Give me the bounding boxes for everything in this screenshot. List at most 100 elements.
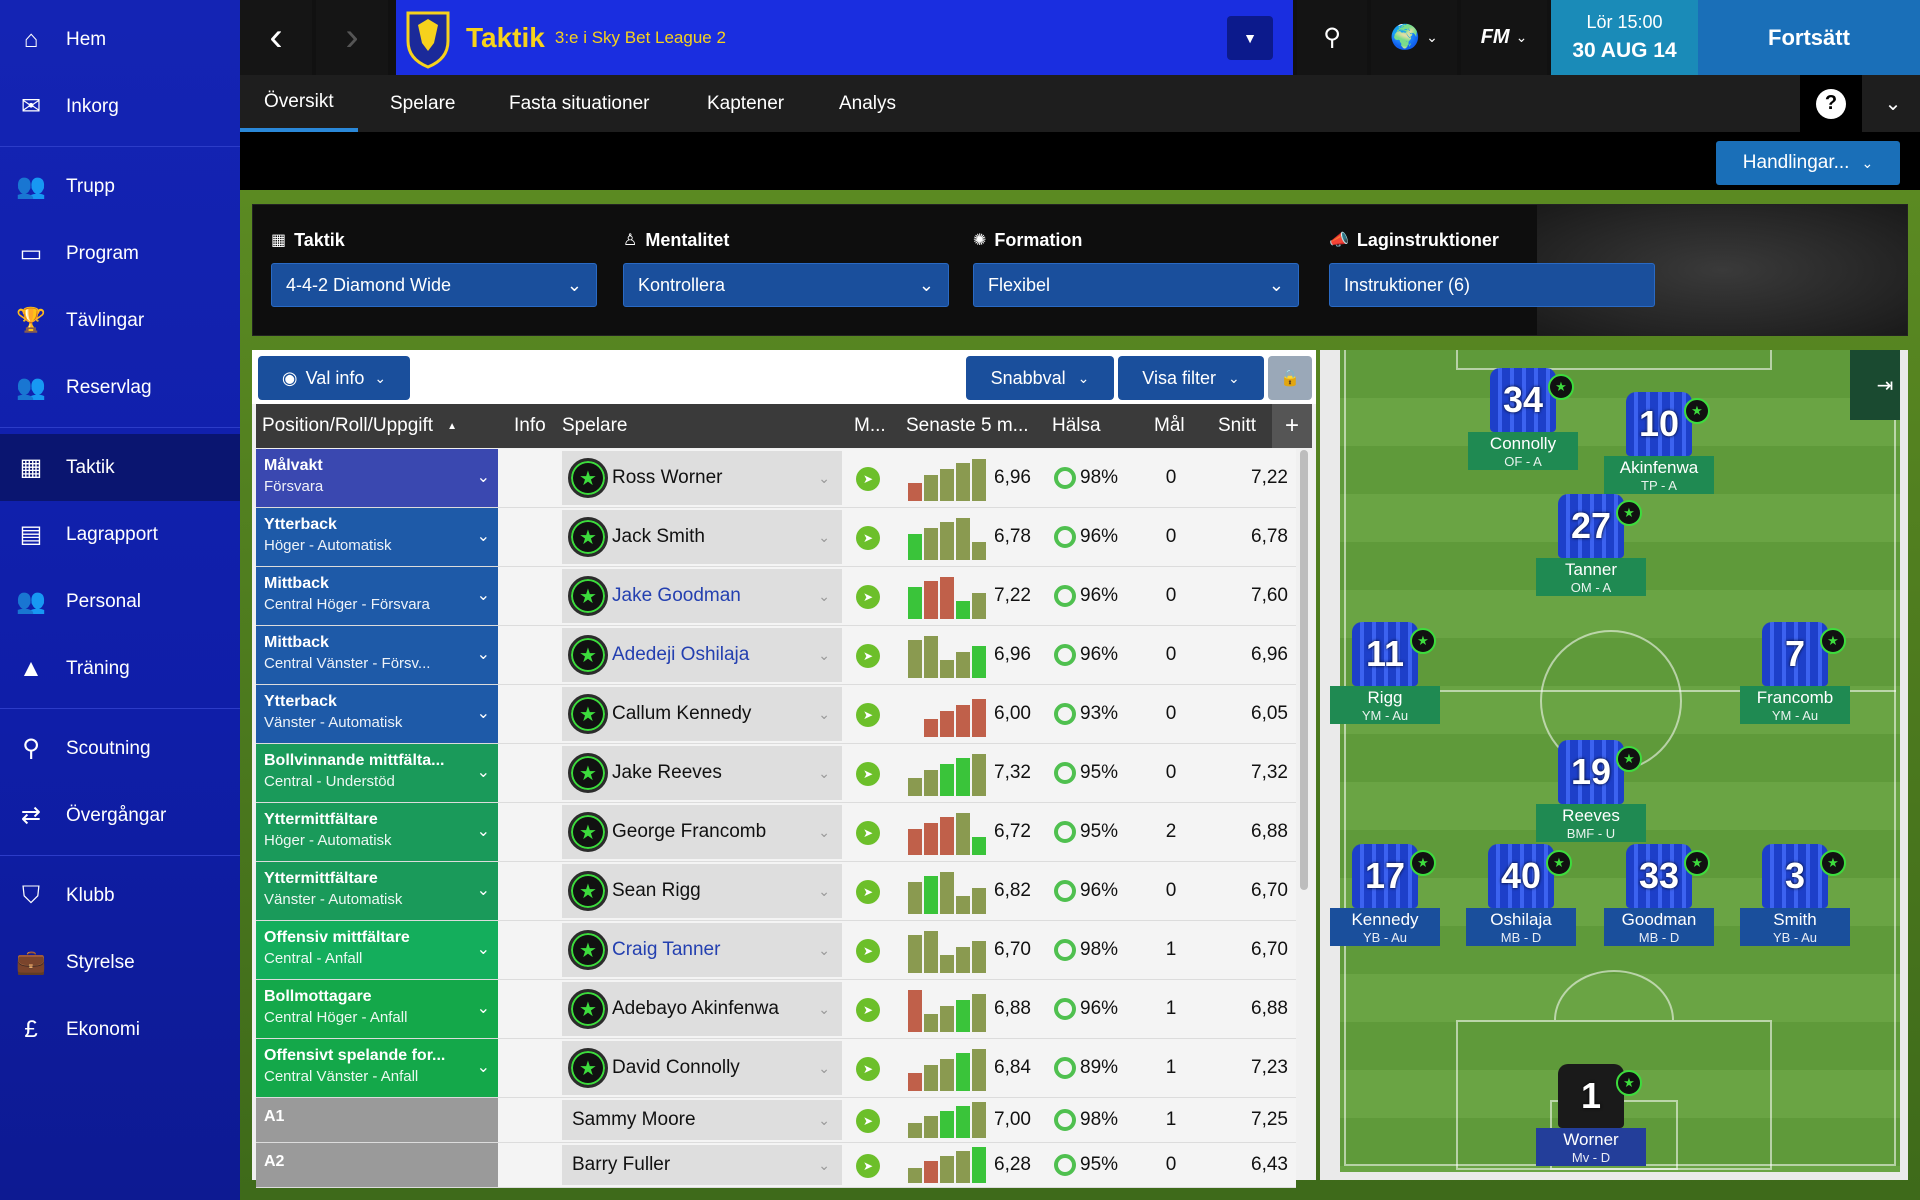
position-name: A2 [264,1153,285,1170]
team-instructions-button[interactable]: Instruktioner (6) [1329,263,1655,307]
pitch-player[interactable]: 34 ★ Connolly OF - A [1468,368,1578,470]
position-cell[interactable]: Mittback Central Höger - Försvara ⌄ [256,567,498,625]
table-row[interactable]: Offensiv mittfältare Central - Anfall ⌄ … [256,921,1296,980]
world-menu-button[interactable]: 🌍 ⌄ [1371,0,1457,75]
sidebar-item-program[interactable]: ▭ Program [0,220,240,287]
sidebar-item-tavlingar[interactable]: 🏆 Tävlingar [0,287,240,354]
player-selector[interactable]: ★ Callum Kennedy ⌄ [562,687,842,741]
table-row[interactable]: Bollvinnande mittfälta... Central - Unde… [256,744,1296,803]
position-cell[interactable]: Yttermittfältare Vänster - Automatisk ⌄ [256,862,498,920]
quick-pick-button[interactable]: Snabbval ⌄ [966,356,1114,400]
player-selector[interactable]: ★ Sammy Moore ⌄ [562,1100,842,1140]
col-form[interactable]: Senaste 5 m... [906,415,1029,436]
collapse-pitch-button[interactable]: ⇥ [1850,350,1900,420]
position-cell[interactable]: Ytterback Höger - Automatisk ⌄ [256,508,498,566]
tab-fasta-situationer[interactable]: Fasta situationer [509,92,650,114]
tactic-dropdown[interactable]: 4-4-2 Diamond Wide ⌄ [271,263,597,307]
pitch-player[interactable]: 17 ★ Kennedy YB - Au [1330,844,1440,946]
pitch-player[interactable]: 40 ★ Oshilaja MB - D [1466,844,1576,946]
sidebar-item-traning[interactable]: ▲ Träning [0,635,240,702]
table-row[interactable]: Mittback Central Vänster - Försv... ⌄ ★ … [256,626,1296,685]
col-info[interactable]: Info [514,415,546,436]
table-row[interactable]: Målvakt Försvara ⌄ ★ Ross Worner ⌄ ➤ 6,9… [256,449,1296,508]
sidebar-item-personal[interactable]: 👥 Personal [0,568,240,635]
player-selector[interactable]: ★ Barry Fuller ⌄ [562,1145,842,1185]
back-button[interactable]: ‹ [240,0,312,75]
table-row[interactable]: Offensivt spelande for... Central Vänste… [256,1039,1296,1098]
pitch-player[interactable]: 27 ★ Tanner OM - A [1536,494,1646,596]
col-position[interactable]: Position/Roll/Uppgift ▲ [262,404,457,448]
table-row[interactable]: Ytterback Höger - Automatisk ⌄ ★ Jack Sm… [256,508,1296,567]
table-row[interactable]: Bollmottagare Central Höger - Anfall ⌄ ★… [256,980,1296,1039]
sidebar-item-lagrapport[interactable]: ▤ Lagrapport [0,501,240,568]
table-row[interactable]: Yttermittfältare Höger - Automatisk ⌄ ★ … [256,803,1296,862]
sidebar-item-styrelse[interactable]: 💼 Styrelse [0,929,240,996]
pitch-player[interactable]: 1 ★ Worner Mv - D [1536,1064,1646,1166]
search-button[interactable]: ⚲ [1297,0,1367,75]
add-column-button[interactable]: + [1272,404,1312,448]
player-selector[interactable]: ★ David Connolly ⌄ [562,1041,842,1095]
player-selector[interactable]: ★ Jake Reeves ⌄ [562,746,842,800]
list-scrollbar[interactable] [1300,450,1308,890]
formation-dropdown[interactable]: Flexibel ⌄ [973,263,1299,307]
table-row[interactable]: A2 ★ Barry Fuller ⌄ ➤ 6,28 95% 0 6,43 [256,1143,1296,1188]
player-selector[interactable]: ★ Jack Smith ⌄ [562,510,842,564]
player-selector[interactable]: ★ Craig Tanner ⌄ [562,923,842,977]
player-selector[interactable]: ★ George Francomb ⌄ [562,805,842,859]
player-selector[interactable]: ★ Sean Rigg ⌄ [562,864,842,918]
table-row[interactable]: Ytterback Vänster - Automatisk ⌄ ★ Callu… [256,685,1296,744]
forward-button[interactable]: › [316,0,388,75]
position-cell[interactable]: A2 [256,1143,498,1187]
pitch-player[interactable]: 19 ★ Reeves BMF - U [1536,740,1646,842]
pitch-player[interactable]: 3 ★ Smith YB - Au [1740,844,1850,946]
pitch-player[interactable]: 10 ★ Akinfenwa TP - A [1604,392,1714,494]
view-info-button[interactable]: ◉ Val info ⌄ [258,356,410,400]
tab-spelare[interactable]: Spelare [390,92,456,114]
position-cell[interactable]: Bollmottagare Central Höger - Anfall ⌄ [256,980,498,1038]
player-selector[interactable]: ★ Ross Worner ⌄ [562,451,842,505]
col-goals[interactable]: Mål [1154,415,1185,436]
show-filter-button[interactable]: Visa filter ⌄ [1118,356,1264,400]
col-player[interactable]: Spelare [562,415,628,436]
tab-oversikt[interactable]: Översikt [240,75,358,132]
sidebar-item-overgangar[interactable]: ⇄ Övergångar [0,782,240,849]
table-row[interactable]: Mittback Central Höger - Försvara ⌄ ★ Ja… [256,567,1296,626]
position-cell[interactable]: Offensiv mittfältare Central - Anfall ⌄ [256,921,498,979]
position-cell[interactable]: Offensivt spelande for... Central Vänste… [256,1039,498,1097]
col-avg-rating[interactable]: Snitt [1218,415,1257,436]
table-row[interactable]: A1 ★ Sammy Moore ⌄ ➤ 7,00 98% 1 7,25 [256,1098,1296,1143]
position-cell[interactable]: Målvakt Försvara ⌄ [256,449,498,507]
fm-menu-button[interactable]: FM ⌄ [1461,0,1547,75]
sidebar-item-ekonomi[interactable]: £ Ekonomi [0,996,240,1063]
pitch-player[interactable]: 33 ★ Goodman MB - D [1604,844,1714,946]
position-cell[interactable]: Bollvinnande mittfälta... Central - Unde… [256,744,498,802]
col-health[interactable]: Hälsa [1052,415,1101,436]
player-selector[interactable]: ★ Jake Goodman ⌄ [562,569,842,623]
sidebar-item-reservlag[interactable]: 👥 Reservlag [0,354,240,421]
player-selector[interactable]: ★ Adedeji Oshilaja ⌄ [562,628,842,682]
sidebar-item-klubb[interactable]: ⛉ Klubb [0,862,240,929]
sidebar-item-inkorg[interactable]: ✉ Inkorg [0,73,240,140]
position-cell[interactable]: Yttermittfältare Höger - Automatisk ⌄ [256,803,498,861]
pitch-player[interactable]: 7 ★ Francomb YM - Au [1740,622,1850,724]
help-button[interactable]: ? [1800,75,1862,132]
player-selector[interactable]: ★ Adebayo Akinfenwa ⌄ [562,982,842,1036]
pitch-player[interactable]: 11 ★ Rigg YM - Au [1330,622,1440,724]
help-dropdown-button[interactable]: ⌄ [1866,75,1920,132]
col-morale[interactable]: M... [854,415,886,436]
actions-button[interactable]: Handlingar... ⌄ [1716,141,1900,185]
lock-button[interactable]: 🔒 [1268,356,1312,400]
position-cell[interactable]: Mittback Central Vänster - Försv... ⌄ [256,626,498,684]
sidebar-item-hem[interactable]: ⌂ Hem [0,6,240,73]
tab-analys[interactable]: Analys [839,92,897,114]
continue-button[interactable]: Fortsätt [1698,0,1920,75]
sidebar-item-scoutning[interactable]: ⚲ Scoutning [0,715,240,782]
table-row[interactable]: Yttermittfältare Vänster - Automatisk ⌄ … [256,862,1296,921]
title-dropdown-button[interactable]: ▼ [1227,16,1273,60]
tab-kaptener[interactable]: Kaptener [707,92,785,114]
sidebar-item-trupp[interactable]: 👥 Trupp [0,153,240,220]
position-cell[interactable]: A1 [256,1098,498,1142]
position-cell[interactable]: Ytterback Vänster - Automatisk ⌄ [256,685,498,743]
sidebar-item-taktik[interactable]: ▦ Taktik [0,434,240,501]
mentality-dropdown[interactable]: Kontrollera ⌄ [623,263,949,307]
